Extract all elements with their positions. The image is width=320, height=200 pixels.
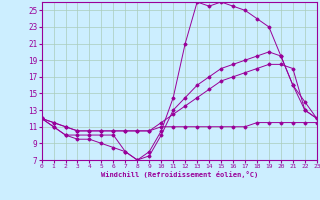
X-axis label: Windchill (Refroidissement éolien,°C): Windchill (Refroidissement éolien,°C) [100,171,258,178]
